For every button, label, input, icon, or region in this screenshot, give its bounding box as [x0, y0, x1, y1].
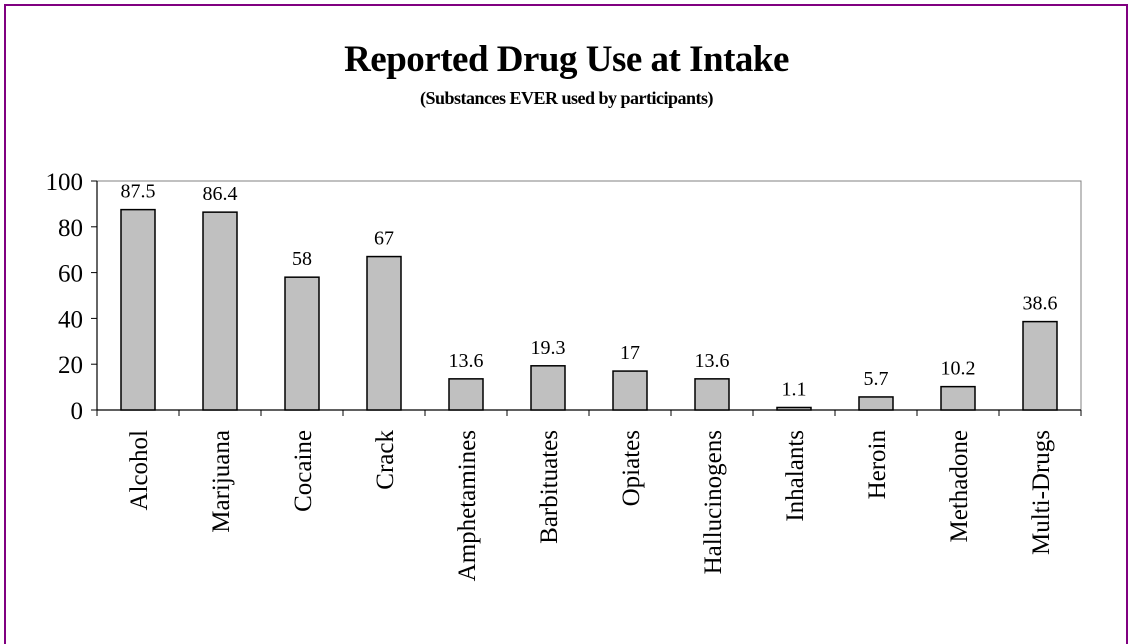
- bar-crack: [366, 255, 402, 411]
- x-tick-label: Methadone: [946, 430, 973, 542]
- bar-alcohol: [120, 208, 156, 411]
- y-tick-label: 100: [46, 169, 84, 196]
- data-label: 5.7: [864, 368, 889, 390]
- data-label: 13.6: [695, 350, 730, 372]
- bar-hallucinogens: [694, 378, 730, 411]
- x-tick-label: Marijuana: [208, 430, 235, 533]
- data-label: 10.2: [941, 358, 976, 380]
- data-label: 19.3: [531, 337, 566, 359]
- x-tick-label: Crack: [372, 430, 399, 490]
- data-label: 87.5: [121, 181, 156, 203]
- data-label: 58: [292, 248, 312, 270]
- x-tick-label: Inhalants: [782, 430, 809, 522]
- data-label: 1.1: [782, 378, 807, 400]
- chart-subtitle: (Substances EVER used by participants): [419, 88, 714, 108]
- data-label: 13.6: [449, 350, 484, 372]
- bar-cocaine: [284, 276, 320, 411]
- chart-title: Reported Drug Use at Intake: [344, 39, 789, 80]
- bar-chart: 0 20 40 60 80 100 87.5 Alcohol 86.4 Marijuana 58 Co…: [46, 169, 1082, 581]
- x-tick-label: Amphetamines: [454, 430, 481, 581]
- data-label: 38.6: [1023, 293, 1058, 315]
- x-tick-label: Cocaine: [290, 430, 317, 512]
- data-label: 17: [620, 342, 640, 364]
- y-tick-label: 60: [58, 261, 83, 288]
- y-tick-label: 20: [58, 352, 83, 379]
- bar-marijuana: [202, 211, 238, 411]
- plot-area: [96, 180, 1082, 411]
- bar-opiates: [612, 370, 648, 411]
- x-tick-label: Hallucinogens: [700, 430, 727, 574]
- x-tick-label: Barbituates: [536, 430, 563, 544]
- bar-barbituates: [530, 365, 566, 411]
- data-label: 67: [374, 228, 394, 250]
- y-tick-label: 0: [71, 398, 84, 425]
- data-label: 86.4: [203, 183, 238, 205]
- y-tick-label: 80: [58, 215, 83, 242]
- bar-methadone: [940, 385, 976, 411]
- bar-multi-drugs: [1022, 320, 1058, 411]
- bar-amphetamines: [448, 378, 484, 411]
- x-tick-label: Heroin: [864, 430, 891, 500]
- x-tick-label: Opiates: [618, 430, 645, 506]
- chart-frame: [4, 4, 1128, 644]
- bar-heroin: [858, 396, 894, 411]
- x-tick-label: Alcohol: [126, 430, 153, 511]
- y-tick-label: 40: [58, 306, 83, 333]
- x-tick-label: Multi-Drugs: [1028, 430, 1055, 555]
- bar-inhalants: [776, 406, 812, 411]
